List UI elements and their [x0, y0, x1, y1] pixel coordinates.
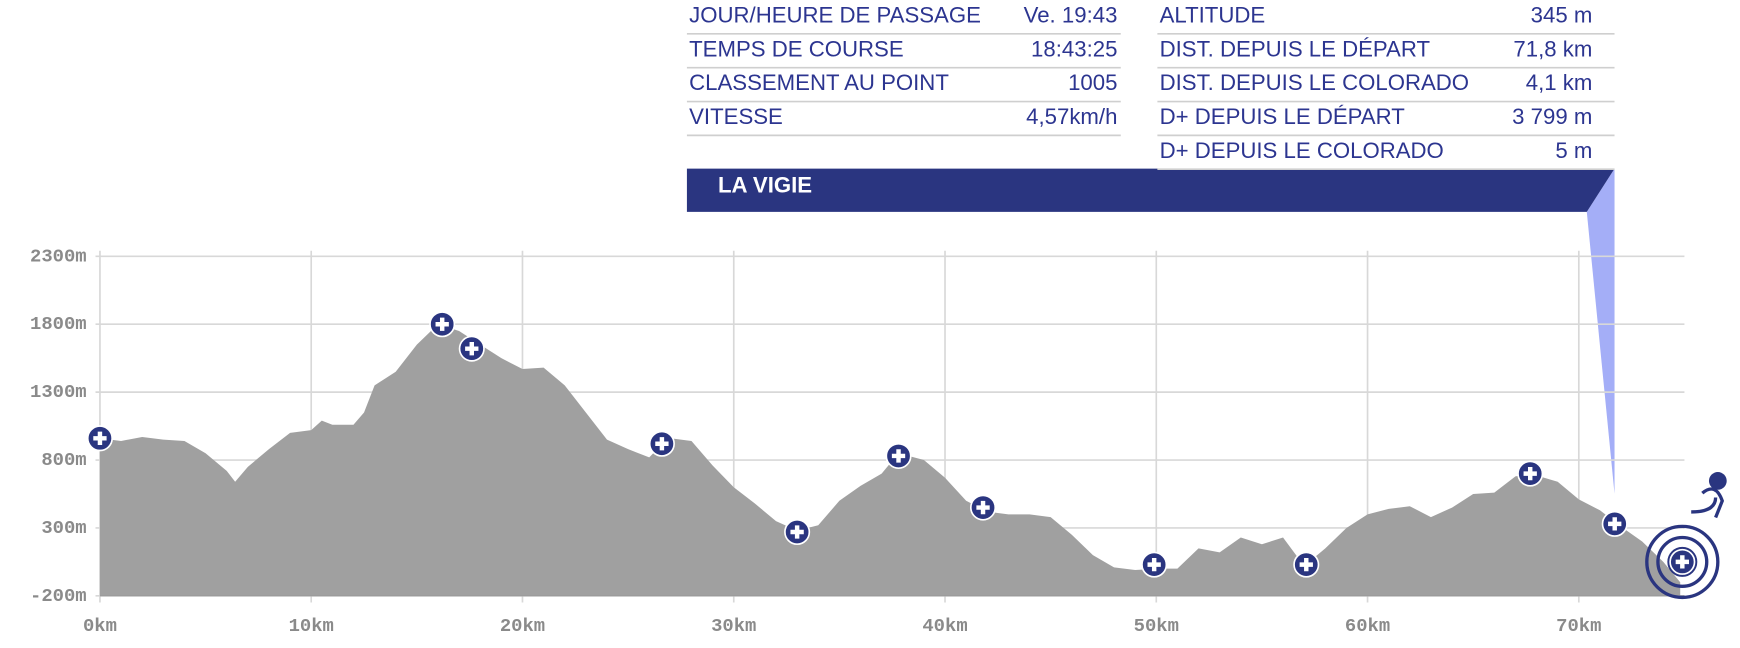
aid-station	[784, 518, 811, 546]
y-tick-label: 300m	[41, 517, 86, 539]
info-label: DIST. DEPUIS LE DÉPART	[1160, 36, 1431, 61]
info-value: 1005	[1068, 70, 1117, 95]
connector	[1586, 168, 1615, 494]
y-tick-label: 1800m	[30, 313, 87, 335]
info-value: 4,1 km	[1526, 70, 1593, 95]
x-tick-label: 10km	[289, 615, 334, 637]
runner-body	[1691, 487, 1725, 519]
info-label: CLASSEMENT AU POINT	[689, 70, 949, 95]
plot-area	[95, 250, 1685, 603]
info-label: TEMPS DE COURSE	[689, 36, 904, 61]
x-tick-label: 70km	[1556, 615, 1601, 637]
aid-station-plus	[1608, 517, 1622, 531]
x-tick-label: 40km	[922, 615, 967, 637]
position-ring	[1667, 546, 1698, 577]
aid-station	[1141, 551, 1168, 578]
info-label: JOUR/HEURE DE PASSAGE	[689, 3, 981, 28]
point-title: LA VIGIE	[718, 172, 812, 197]
position-ring	[1656, 535, 1709, 588]
aid-station	[1601, 510, 1628, 537]
aid-station-plus	[790, 525, 804, 539]
y-tick-label: 1300m	[30, 381, 87, 403]
info-value: 5 m	[1555, 138, 1592, 163]
y-tick-label: 800m	[41, 449, 86, 471]
runner-head	[1708, 472, 1727, 490]
x-tick-label: 60km	[1345, 615, 1390, 637]
aid-station-plus	[976, 500, 990, 515]
aid-station	[429, 311, 456, 338]
info-value: 345 m	[1531, 3, 1593, 28]
info-value: 3 799 m	[1512, 104, 1592, 129]
title-bar	[686, 168, 1615, 212]
aid-station-plus	[1147, 557, 1161, 572]
x-tick-label: 30km	[711, 615, 756, 637]
aid-station	[1293, 551, 1320, 578]
x-tick-label: 20km	[500, 615, 545, 637]
info-value: Ve. 19:43	[1024, 3, 1118, 28]
x-tick-label: 50km	[1134, 615, 1179, 637]
aid-station	[885, 442, 912, 469]
aid-station-plus	[1299, 557, 1313, 572]
info-value: 71,8 km	[1513, 36, 1592, 61]
info-label: VITESSE	[689, 104, 783, 129]
info-value: 18:43:25	[1031, 36, 1117, 61]
info-label: D+ DEPUIS LE COLORADO	[1160, 138, 1444, 163]
x-tick-label: 0km	[83, 615, 117, 637]
aid-station-plus	[1523, 466, 1537, 481]
aid-station	[1517, 460, 1544, 487]
info-value: 4,57km/h	[1026, 104, 1117, 129]
aid-station	[458, 335, 485, 362]
aid-station-plus	[891, 449, 906, 463]
aid-station	[648, 430, 675, 457]
aid-station	[86, 425, 113, 452]
aid-station-plus	[93, 431, 107, 445]
aid-station	[969, 494, 997, 521]
aid-station-plus	[1675, 555, 1689, 569]
aid-station-plus	[655, 437, 669, 451]
y-tick-label: -200m	[30, 585, 87, 607]
aid-station	[1669, 548, 1696, 575]
position-ring	[1645, 524, 1720, 600]
aid-station-plus	[465, 342, 479, 356]
info-label: ALTITUDE	[1160, 3, 1266, 28]
info-label: D+ DEPUIS LE DÉPART	[1160, 104, 1406, 129]
info-label: DIST. DEPUIS LE COLORADO	[1160, 70, 1469, 95]
elevation-area	[99, 324, 1681, 596]
aid-station-plus	[435, 317, 449, 331]
y-tick-label: 2300m	[30, 245, 87, 267]
